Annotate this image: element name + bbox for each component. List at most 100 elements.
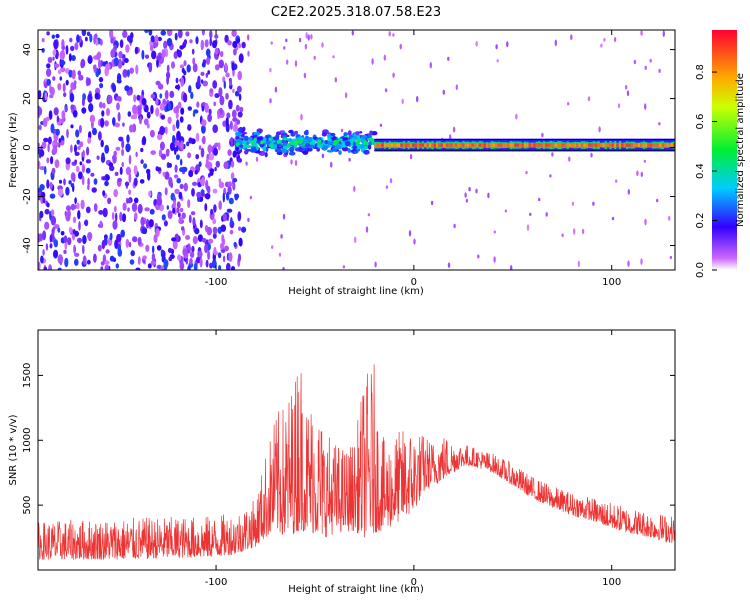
heatmap-cell (160, 153, 167, 160)
heatmap-cell (201, 119, 207, 127)
heatmap-cell (78, 221, 81, 231)
heatmap-cell (128, 189, 132, 195)
heatmap-cell (160, 30, 167, 36)
heatmap-cell (526, 143, 530, 147)
heatmap-cell (245, 161, 248, 166)
heatmap-cell (110, 49, 116, 58)
heatmap-cell (230, 172, 235, 180)
heatmap-cell (554, 143, 559, 147)
heatmap-cell (42, 249, 45, 256)
heatmap-cell (99, 39, 103, 46)
heatmap-cell (374, 261, 377, 268)
heatmap-cell (231, 62, 235, 71)
y-tick-label: 0 (22, 144, 33, 150)
heatmap-cell (663, 143, 668, 147)
heatmap-cell (280, 234, 283, 239)
heatmap-cell (122, 122, 125, 127)
heatmap-cell (166, 75, 170, 85)
heatmap-cell (137, 106, 142, 116)
heatmap-cell (205, 48, 211, 57)
heatmap-cell (94, 92, 99, 100)
heatmap-cell (242, 144, 247, 149)
heatmap-cell (74, 197, 77, 205)
heatmap-cell (131, 202, 138, 212)
heatmap-cell (40, 255, 44, 264)
heatmap-cell (192, 57, 196, 65)
snr-panel: -100 0 100 500 1000 1500 Height of straight … (8, 329, 676, 595)
heatmap-cell (540, 143, 544, 147)
heatmap-cell (288, 142, 296, 145)
heatmap-cell (538, 197, 541, 202)
heatmap-cell (187, 199, 191, 209)
heatmap-cell (578, 143, 582, 147)
heatmap-cell (96, 52, 100, 61)
heatmap-cell (129, 67, 134, 74)
heatmap-cell (235, 104, 240, 112)
heatmap-cell (166, 64, 170, 73)
heatmap-cell (57, 254, 63, 265)
heatmap-cell (230, 160, 235, 168)
heatmap-cell (102, 207, 108, 218)
heatmap-cell (176, 201, 181, 209)
heatmap-cell (102, 190, 106, 197)
heatmap-cell (617, 103, 621, 108)
heatmap-cell (207, 114, 213, 122)
heatmap-cell (178, 212, 181, 218)
heatmap-cell (114, 122, 120, 128)
heatmap-cell (87, 232, 93, 240)
heatmap-cell (147, 171, 151, 181)
heatmap-cell (176, 207, 180, 214)
heatmap-cell (300, 113, 303, 121)
heatmap-cell (102, 176, 106, 181)
heatmap-cell (102, 102, 106, 109)
heatmap-cell (656, 198, 659, 203)
heatmap-cell (104, 260, 110, 266)
heatmap-cell (476, 143, 480, 147)
heatmap-cell (179, 64, 185, 69)
heatmap-cell (122, 30, 128, 38)
heatmap-cell (493, 143, 497, 147)
heatmap-cell (603, 38, 606, 42)
heatmap-cell (475, 40, 478, 47)
heatmap-cell (671, 143, 675, 147)
heatmap-cell (245, 148, 252, 152)
heatmap-cell (95, 38, 99, 46)
heatmap-cell (585, 143, 590, 147)
heatmap-cell (50, 215, 57, 226)
heatmap-cell (583, 143, 587, 147)
heatmap-cell (419, 143, 423, 147)
heatmap-cell (67, 237, 72, 246)
snr-line (38, 364, 675, 561)
heatmap-cell (195, 132, 200, 142)
heatmap-cell (355, 131, 360, 136)
heatmap-cell (209, 168, 215, 174)
heatmap-cell (213, 204, 217, 213)
heatmap-cell (228, 197, 234, 205)
heatmap-cell (283, 46, 286, 50)
colorbar-tick-label: 0.8 (695, 64, 706, 80)
heatmap-cell (297, 138, 304, 145)
heatmap-cell (168, 256, 173, 262)
heatmap-cell (379, 143, 383, 147)
heatmap-cell (330, 161, 333, 168)
snr-series (38, 364, 675, 561)
heatmap-cell (351, 30, 354, 36)
heatmap-cell (201, 61, 206, 68)
heatmap-cell (180, 107, 185, 115)
heatmap-cell (145, 218, 150, 229)
heatmap-cell (609, 143, 613, 147)
heatmap-cell (78, 74, 84, 81)
heatmap-cell (324, 140, 329, 145)
heatmap-cell (122, 69, 128, 78)
heatmap-cell (274, 148, 282, 153)
heatmap-cell (80, 60, 84, 69)
heatmap-cell (38, 106, 43, 116)
heatmap-cell (63, 235, 68, 243)
heatmap-cell (192, 111, 196, 117)
heatmap-cell (191, 245, 195, 253)
heatmap-cell (627, 189, 630, 195)
heatmap-cell (354, 236, 357, 244)
heatmap-cell (447, 262, 451, 269)
heatmap-cell (161, 49, 166, 59)
heatmap-cell (661, 143, 665, 147)
